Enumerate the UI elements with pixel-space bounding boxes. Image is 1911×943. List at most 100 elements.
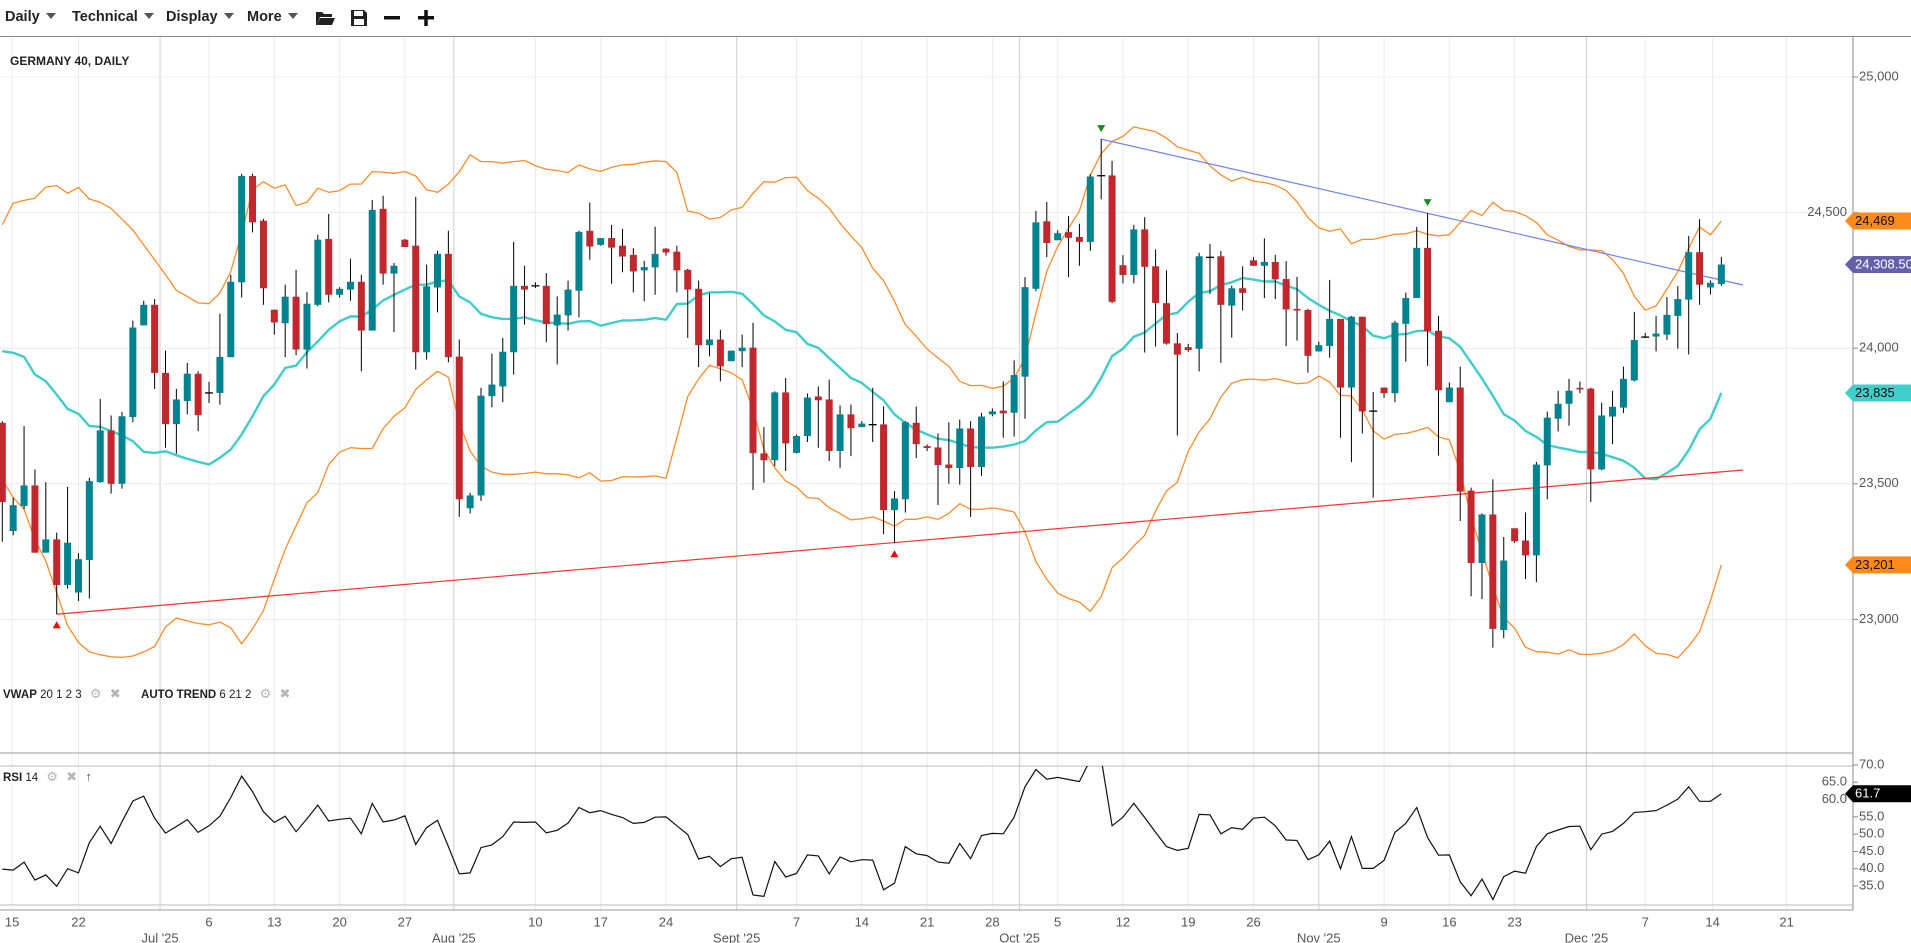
- candle-body: [434, 253, 441, 288]
- month-tick-label: Sept '25: [713, 930, 760, 943]
- candle-body: [1184, 347, 1192, 351]
- candle-body: [227, 281, 235, 358]
- candle-body: [1032, 222, 1040, 289]
- more-menu-button[interactable]: More: [247, 0, 298, 36]
- candle-body: [1424, 247, 1432, 332]
- candle: [1532, 461, 1540, 583]
- candle: [162, 350, 169, 448]
- candle-body: [281, 296, 289, 324]
- candle: [858, 421, 866, 428]
- candle-body: [1674, 299, 1682, 316]
- candle-body: [684, 269, 692, 290]
- candle-body: [412, 245, 420, 353]
- candle: [1195, 252, 1203, 372]
- technical-menu-button[interactable]: Technical: [72, 0, 154, 36]
- candle: [292, 269, 300, 356]
- candle: [1424, 213, 1432, 366]
- candle-body: [564, 289, 572, 316]
- candle-body: [1663, 314, 1671, 335]
- candle: [629, 248, 637, 293]
- price-tick-label: 23,500: [1859, 475, 1899, 490]
- candle: [434, 250, 441, 313]
- candle: [183, 362, 191, 415]
- date-tick-label: 13: [267, 914, 281, 929]
- candle-body: [1086, 176, 1094, 242]
- candle-body: [1130, 229, 1138, 275]
- candle: [1250, 257, 1257, 266]
- zoom-out-icon[interactable]: [381, 7, 403, 29]
- folder-open-icon[interactable]: [314, 7, 336, 29]
- vwap-settings-gear-icon[interactable]: ⚙: [89, 686, 102, 701]
- candle: [912, 406, 920, 459]
- candle-body: [1402, 298, 1410, 324]
- candle-body: [455, 356, 463, 500]
- candle: [542, 273, 550, 343]
- candle: [1337, 318, 1345, 438]
- date-tick-label: 6: [205, 914, 212, 929]
- candle-body: [1717, 264, 1725, 284]
- price-tag-shape: [1845, 212, 1911, 230]
- candle: [314, 234, 322, 307]
- candle-body: [1228, 288, 1236, 306]
- candle: [1663, 296, 1671, 341]
- rsi-move-up-arrow-icon[interactable]: ↑: [85, 769, 92, 784]
- candle: [1619, 366, 1627, 414]
- auto-trend-label: AUTO TREND: [141, 689, 217, 701]
- technical-menu-label: Technical: [72, 9, 138, 25]
- rsi-settings-gear-icon[interactable]: ⚙: [46, 769, 59, 784]
- candle-body: [1347, 316, 1355, 388]
- candle: [1380, 387, 1388, 398]
- price-tag-text: 24,469: [1855, 213, 1895, 228]
- candle-body: [162, 372, 169, 425]
- auto-trend-settings-gear-icon[interactable]: ⚙: [259, 686, 272, 701]
- zoom-in-icon[interactable]: [415, 7, 437, 29]
- candle: [1086, 174, 1094, 251]
- lower-band-line: [1, 364, 1722, 659]
- candle: [1434, 315, 1442, 456]
- candle: [1358, 316, 1366, 434]
- candle-body: [129, 327, 137, 418]
- price-tag: 23,835: [1845, 384, 1911, 402]
- date-tick-label: 16: [1442, 914, 1456, 929]
- candle-body: [216, 356, 224, 393]
- candle: [444, 230, 452, 363]
- candle-body: [390, 265, 398, 274]
- candle: [1108, 160, 1116, 304]
- candle: [956, 419, 964, 485]
- timeframe-menu-button[interactable]: Daily: [5, 0, 56, 36]
- candle-body: [771, 392, 779, 461]
- candle: [249, 173, 257, 233]
- candle-body: [183, 373, 191, 402]
- auto-trend-remove-close-icon[interactable]: ✖: [279, 686, 291, 701]
- candle-body: [1065, 232, 1073, 238]
- candle-body: [521, 285, 529, 290]
- date-tick-label: 17: [593, 914, 607, 929]
- save-icon[interactable]: [348, 7, 370, 29]
- month-tick-label: Nov '25: [1297, 930, 1341, 943]
- candle: [1369, 391, 1378, 498]
- candle-body: [31, 485, 39, 553]
- candle-body: [945, 464, 953, 469]
- vwap-remove-close-icon[interactable]: ✖: [109, 686, 121, 701]
- candle-body: [782, 392, 790, 444]
- candle: [1054, 230, 1062, 241]
- candle: [597, 238, 605, 246]
- candle-body: [1380, 387, 1388, 394]
- candle: [978, 412, 985, 476]
- rsi-remove-close-icon[interactable]: ✖: [66, 769, 78, 784]
- candle-body: [912, 422, 920, 445]
- candle: [716, 329, 724, 382]
- rsi-legend: RSI 14 ⚙ ✖ ↑: [3, 769, 92, 785]
- candle: [814, 386, 822, 448]
- candle-body: [629, 254, 637, 272]
- candle: [1152, 249, 1160, 347]
- candle-body: [988, 411, 996, 415]
- candle: [488, 353, 496, 408]
- candle: [868, 387, 877, 443]
- display-menu-button[interactable]: Display: [166, 0, 234, 36]
- candle-body: [379, 208, 387, 274]
- candle-body: [172, 399, 180, 425]
- candle: [1641, 333, 1650, 339]
- candle-body: [510, 285, 518, 353]
